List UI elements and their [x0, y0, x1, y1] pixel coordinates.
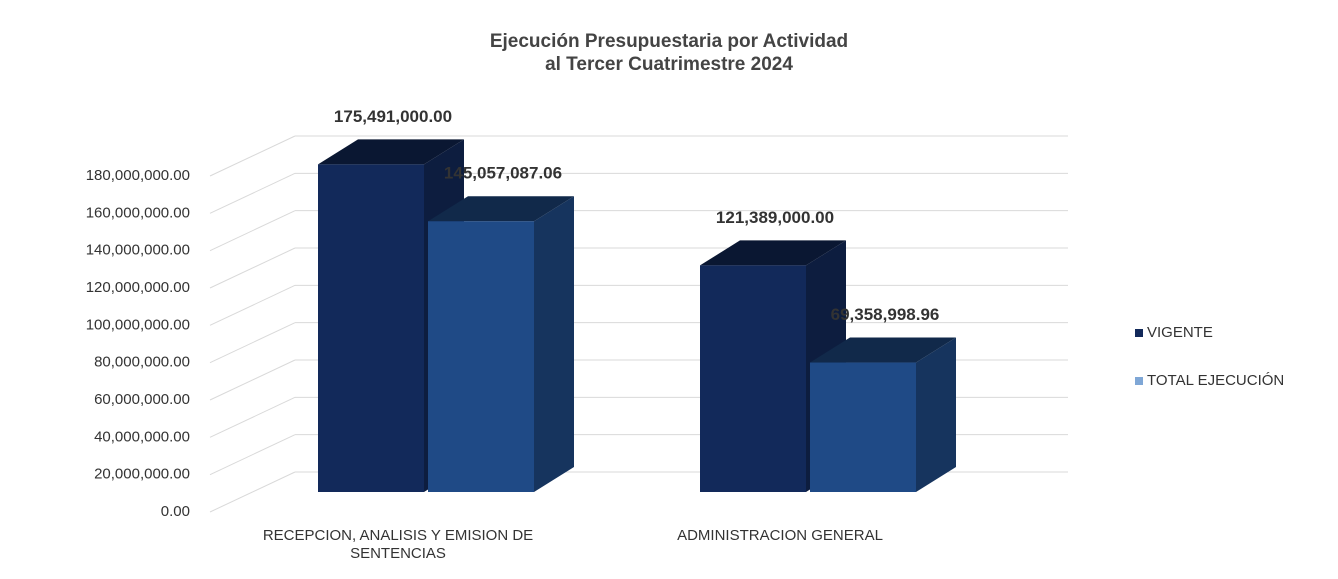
y-tick-label: 140,000,000.00 — [86, 242, 190, 259]
y-tick-label: 160,000,000.00 — [86, 204, 190, 221]
bar — [700, 265, 806, 492]
grid-line — [209, 210, 296, 252]
bar — [318, 164, 424, 492]
bar-side — [534, 196, 574, 492]
grid-line — [209, 434, 296, 476]
grid-line — [209, 396, 296, 438]
legend-label: VIGENTE — [1147, 324, 1213, 341]
data-label: 145,057,087.06 — [444, 164, 562, 183]
legend-swatch — [1135, 377, 1143, 385]
data-label: 175,491,000.00 — [334, 107, 452, 126]
grid-line — [209, 247, 296, 289]
y-tick-label: 80,000,000.00 — [94, 354, 190, 371]
y-tick-label: 120,000,000.00 — [86, 279, 190, 296]
data-label: 69,358,998.96 — [831, 305, 940, 324]
bar — [810, 362, 916, 492]
y-tick-label: 100,000,000.00 — [86, 316, 190, 333]
x-tick-label: ADMINISTRACION GENERAL — [677, 527, 883, 544]
grid-line — [209, 322, 296, 364]
data-label: 121,389,000.00 — [716, 208, 834, 227]
bar-top — [428, 196, 574, 222]
bar-top — [700, 240, 846, 266]
bar — [428, 221, 534, 492]
grid-line — [209, 172, 296, 214]
x-tick-label: RECEPCION, ANALISIS Y EMISION DE SENTENC… — [262, 527, 534, 562]
y-tick-label: 60,000,000.00 — [94, 391, 190, 408]
y-tick-label: 0.00 — [161, 503, 190, 520]
grid-line — [209, 284, 296, 326]
y-tick-label: 20,000,000.00 — [94, 466, 190, 483]
y-tick-label: 180,000,000.00 — [86, 167, 190, 184]
bar-top — [810, 337, 956, 363]
y-tick-label: 40,000,000.00 — [94, 428, 190, 445]
grid-line — [209, 135, 296, 177]
bar-top — [318, 139, 464, 165]
bar-side — [916, 337, 956, 492]
legend-swatch — [1135, 329, 1143, 337]
grid-line — [209, 359, 296, 401]
chart-title: Ejecución Presupuestaria por Actividad a… — [489, 31, 849, 75]
grid-line — [209, 471, 296, 513]
legend-label: TOTAL EJECUCIÓN — [1147, 372, 1284, 389]
